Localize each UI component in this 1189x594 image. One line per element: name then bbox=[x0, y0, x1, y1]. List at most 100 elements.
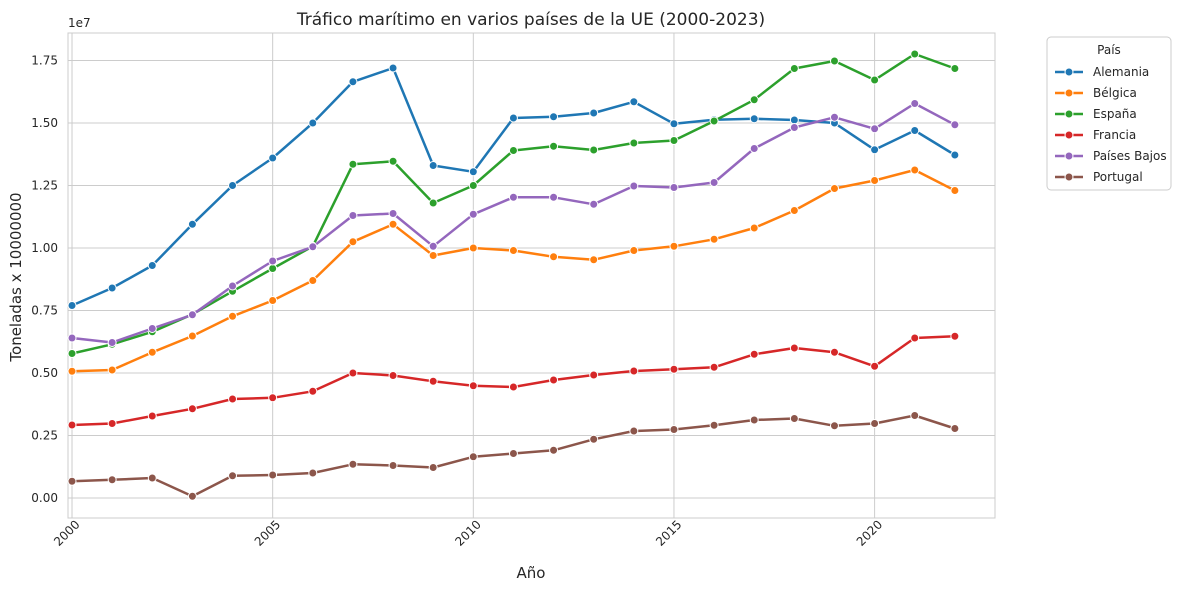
data-point-paises-bajos bbox=[308, 242, 318, 252]
data-point-belgica bbox=[388, 219, 398, 229]
series-line-espana bbox=[70, 52, 957, 355]
series-group bbox=[67, 49, 960, 501]
data-point-belgica bbox=[669, 241, 679, 251]
data-point-paises-bajos bbox=[629, 181, 639, 191]
data-point-alemania bbox=[910, 126, 920, 135]
data-point-paises-bajos bbox=[147, 324, 157, 333]
data-point-espana bbox=[348, 159, 358, 169]
data-point-paises-bajos bbox=[589, 199, 599, 209]
x-tick-label: 2015 bbox=[653, 517, 684, 548]
data-point-belgica bbox=[709, 234, 719, 244]
data-point-paises-bajos bbox=[870, 124, 880, 134]
legend-marker bbox=[1064, 172, 1074, 182]
data-point-alemania bbox=[228, 181, 238, 190]
data-point-portugal bbox=[589, 434, 599, 444]
data-point-portugal bbox=[388, 461, 398, 470]
x-axis-label: Año bbox=[517, 564, 546, 582]
series-alemania bbox=[67, 63, 960, 310]
data-point-espana bbox=[268, 264, 278, 273]
data-point-espana bbox=[629, 138, 639, 148]
data-point-portugal bbox=[829, 421, 839, 431]
data-point-espana bbox=[468, 181, 478, 190]
legend-marker bbox=[1064, 109, 1074, 119]
data-point-belgica bbox=[468, 243, 478, 253]
data-point-portugal bbox=[549, 445, 559, 455]
data-point-paises-bajos bbox=[187, 310, 197, 320]
data-point-francia bbox=[268, 393, 278, 403]
series-line-francia bbox=[70, 335, 957, 427]
data-point-espana bbox=[910, 49, 920, 59]
data-point-belgica bbox=[910, 165, 920, 175]
legend-item-alemania: Alemania bbox=[1055, 65, 1149, 79]
legend-marker bbox=[1064, 151, 1074, 161]
data-point-alemania bbox=[468, 167, 478, 177]
data-point-alemania bbox=[950, 150, 960, 160]
data-point-francia bbox=[749, 349, 759, 359]
data-point-paises-bajos bbox=[107, 338, 117, 347]
y-tick-label: 1.50 bbox=[31, 116, 58, 130]
legend-item-belgica: Bélgica bbox=[1055, 86, 1137, 100]
data-point-alemania bbox=[629, 97, 639, 107]
data-point-francia bbox=[228, 394, 238, 404]
data-point-espana bbox=[870, 75, 880, 85]
data-point-paises-bajos bbox=[468, 209, 478, 219]
data-point-alemania bbox=[589, 108, 599, 118]
legend: País Alemania Bélgica España Francia Países … bbox=[1046, 36, 1172, 191]
x-tick-label: 2000 bbox=[51, 517, 82, 548]
data-point-belgica bbox=[187, 331, 197, 341]
series-paises-bajos bbox=[67, 99, 960, 347]
data-point-portugal bbox=[749, 415, 759, 425]
data-point-espana bbox=[508, 146, 518, 155]
data-point-francia bbox=[348, 368, 358, 378]
data-point-francia bbox=[829, 347, 839, 357]
y-tick-label: 0.00 bbox=[31, 491, 58, 505]
legend-label: Portugal bbox=[1093, 170, 1143, 184]
chart-title: Tráfico marítimo en varios países de la … bbox=[296, 10, 765, 30]
data-point-alemania bbox=[749, 114, 759, 124]
data-point-belgica bbox=[268, 296, 278, 305]
data-point-belgica bbox=[67, 366, 77, 376]
data-point-paises-bajos bbox=[388, 209, 398, 218]
series-belgica bbox=[67, 165, 960, 376]
data-point-portugal bbox=[870, 419, 880, 428]
data-point-alemania bbox=[789, 115, 799, 125]
legend-box bbox=[1046, 36, 1172, 191]
data-point-francia bbox=[789, 343, 799, 353]
legend-label: Alemania bbox=[1093, 65, 1149, 79]
data-point-francia bbox=[629, 366, 639, 376]
data-point-espana bbox=[549, 141, 559, 151]
y-tick-label: 0.25 bbox=[31, 429, 58, 443]
data-point-paises-bajos bbox=[910, 99, 920, 108]
data-point-francia bbox=[910, 333, 920, 343]
data-point-espana bbox=[67, 349, 77, 358]
data-point-alemania bbox=[67, 301, 77, 310]
series-francia bbox=[67, 331, 960, 430]
data-point-alemania bbox=[388, 63, 398, 73]
data-point-alemania bbox=[508, 113, 518, 123]
series-line-alemania bbox=[70, 66, 957, 307]
y-axis-offset-label: 1e7 bbox=[68, 16, 91, 30]
data-point-portugal bbox=[789, 414, 799, 423]
y-tick-label: 1.75 bbox=[31, 54, 58, 68]
x-tick-label: 2010 bbox=[452, 517, 483, 548]
data-point-paises-bajos bbox=[829, 112, 839, 122]
data-point-paises-bajos bbox=[508, 192, 518, 202]
data-point-francia bbox=[107, 419, 117, 428]
y-tick-label: 0.50 bbox=[31, 366, 58, 380]
data-point-belgica bbox=[589, 255, 599, 265]
data-point-paises-bajos bbox=[749, 144, 759, 153]
data-point-belgica bbox=[147, 347, 157, 357]
data-point-portugal bbox=[308, 468, 318, 478]
data-point-portugal bbox=[67, 476, 77, 486]
data-point-portugal bbox=[910, 411, 920, 420]
data-point-espana bbox=[709, 116, 719, 126]
data-point-paises-bajos bbox=[428, 241, 438, 251]
data-point-francia bbox=[870, 361, 880, 371]
data-point-belgica bbox=[308, 276, 318, 285]
legend-marker bbox=[1064, 67, 1074, 77]
data-point-portugal bbox=[228, 471, 238, 481]
data-point-alemania bbox=[107, 283, 117, 293]
data-point-espana bbox=[589, 145, 599, 155]
data-point-francia bbox=[468, 381, 478, 391]
